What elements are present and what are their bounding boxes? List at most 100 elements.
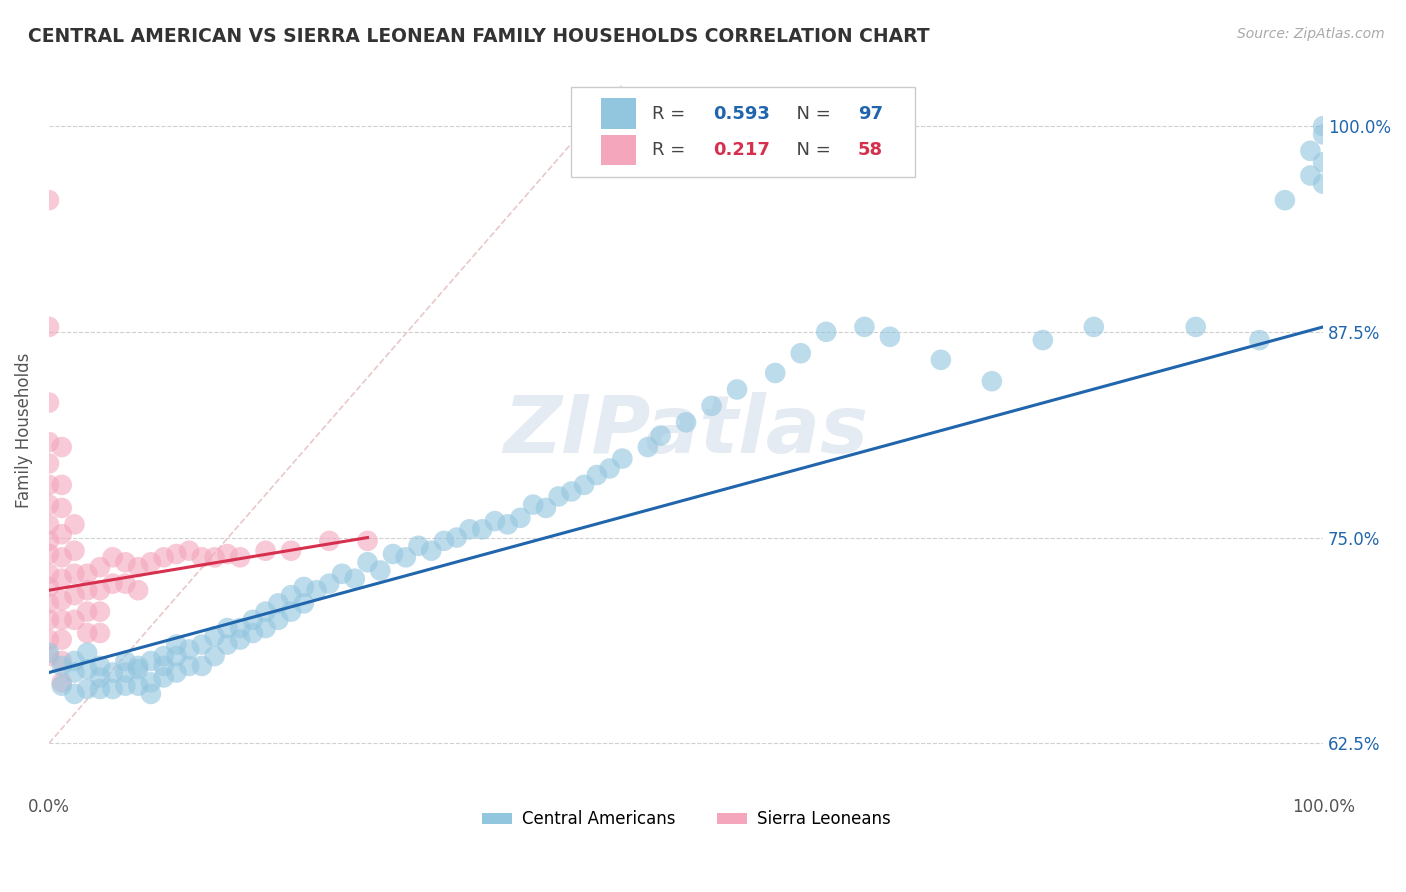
Point xyxy=(637,440,659,454)
Point xyxy=(114,576,136,591)
Point xyxy=(191,550,214,565)
Point xyxy=(356,555,378,569)
Point xyxy=(38,547,60,561)
Point xyxy=(267,613,290,627)
Point xyxy=(89,659,111,673)
Point xyxy=(63,588,86,602)
Point xyxy=(127,560,149,574)
Point xyxy=(38,193,60,207)
Point xyxy=(139,675,162,690)
Bar xyxy=(600,98,637,128)
Point xyxy=(51,527,73,541)
Point xyxy=(63,613,86,627)
Point xyxy=(292,596,315,610)
Point xyxy=(1312,177,1334,191)
Point xyxy=(1312,155,1334,169)
Point xyxy=(165,638,187,652)
Point xyxy=(305,583,328,598)
Point xyxy=(89,670,111,684)
Point xyxy=(114,665,136,680)
Point xyxy=(38,566,60,581)
Point xyxy=(572,478,595,492)
Point xyxy=(165,648,187,663)
Bar xyxy=(600,135,637,165)
Point xyxy=(89,681,111,696)
Point xyxy=(1299,169,1322,183)
Point xyxy=(433,533,456,548)
Point xyxy=(395,550,418,565)
Text: 97: 97 xyxy=(858,104,883,122)
Point xyxy=(38,533,60,548)
Point xyxy=(534,500,557,515)
Text: N =: N = xyxy=(786,104,837,122)
Point xyxy=(89,626,111,640)
Point xyxy=(292,580,315,594)
Point xyxy=(63,665,86,680)
Point xyxy=(204,629,226,643)
Point xyxy=(165,547,187,561)
Point xyxy=(127,679,149,693)
Point xyxy=(38,646,60,660)
Point xyxy=(76,681,98,696)
Point xyxy=(63,566,86,581)
Point xyxy=(330,566,353,581)
Point xyxy=(980,374,1002,388)
Point xyxy=(496,517,519,532)
Point xyxy=(1249,333,1271,347)
Point xyxy=(254,621,277,635)
Text: ZIPatlas: ZIPatlas xyxy=(503,392,869,469)
Point xyxy=(586,468,609,483)
Point xyxy=(38,478,60,492)
Y-axis label: Family Households: Family Households xyxy=(15,353,32,508)
Point xyxy=(63,654,86,668)
Point xyxy=(229,621,252,635)
Point xyxy=(114,654,136,668)
Point xyxy=(152,648,174,663)
Point xyxy=(229,550,252,565)
Point xyxy=(204,550,226,565)
Point xyxy=(38,632,60,647)
Point xyxy=(127,662,149,676)
Point xyxy=(560,484,582,499)
Point xyxy=(51,478,73,492)
Point xyxy=(51,550,73,565)
Point xyxy=(51,593,73,607)
Point xyxy=(179,659,201,673)
Point xyxy=(471,522,494,536)
Point xyxy=(408,539,430,553)
Point xyxy=(382,547,405,561)
Point xyxy=(101,665,124,680)
Point xyxy=(242,626,264,640)
Point xyxy=(217,638,239,652)
Point xyxy=(76,646,98,660)
Point xyxy=(51,613,73,627)
Point xyxy=(725,383,748,397)
Point xyxy=(38,498,60,512)
Point xyxy=(63,517,86,532)
Point xyxy=(179,642,201,657)
Point xyxy=(76,583,98,598)
Point xyxy=(929,352,952,367)
Point xyxy=(343,572,366,586)
Point xyxy=(547,490,569,504)
Point xyxy=(191,659,214,673)
Point xyxy=(89,605,111,619)
Point xyxy=(356,533,378,548)
Point xyxy=(63,543,86,558)
Point xyxy=(420,543,443,558)
Point xyxy=(38,457,60,471)
Point xyxy=(51,659,73,673)
Point xyxy=(612,451,634,466)
Point xyxy=(1032,333,1054,347)
Point xyxy=(139,654,162,668)
Point xyxy=(101,550,124,565)
Point xyxy=(853,319,876,334)
Text: R =: R = xyxy=(651,141,690,159)
Point xyxy=(51,500,73,515)
Point xyxy=(152,659,174,673)
Point xyxy=(763,366,786,380)
Point xyxy=(76,662,98,676)
Point xyxy=(38,596,60,610)
Point xyxy=(1083,319,1105,334)
Point xyxy=(38,648,60,663)
